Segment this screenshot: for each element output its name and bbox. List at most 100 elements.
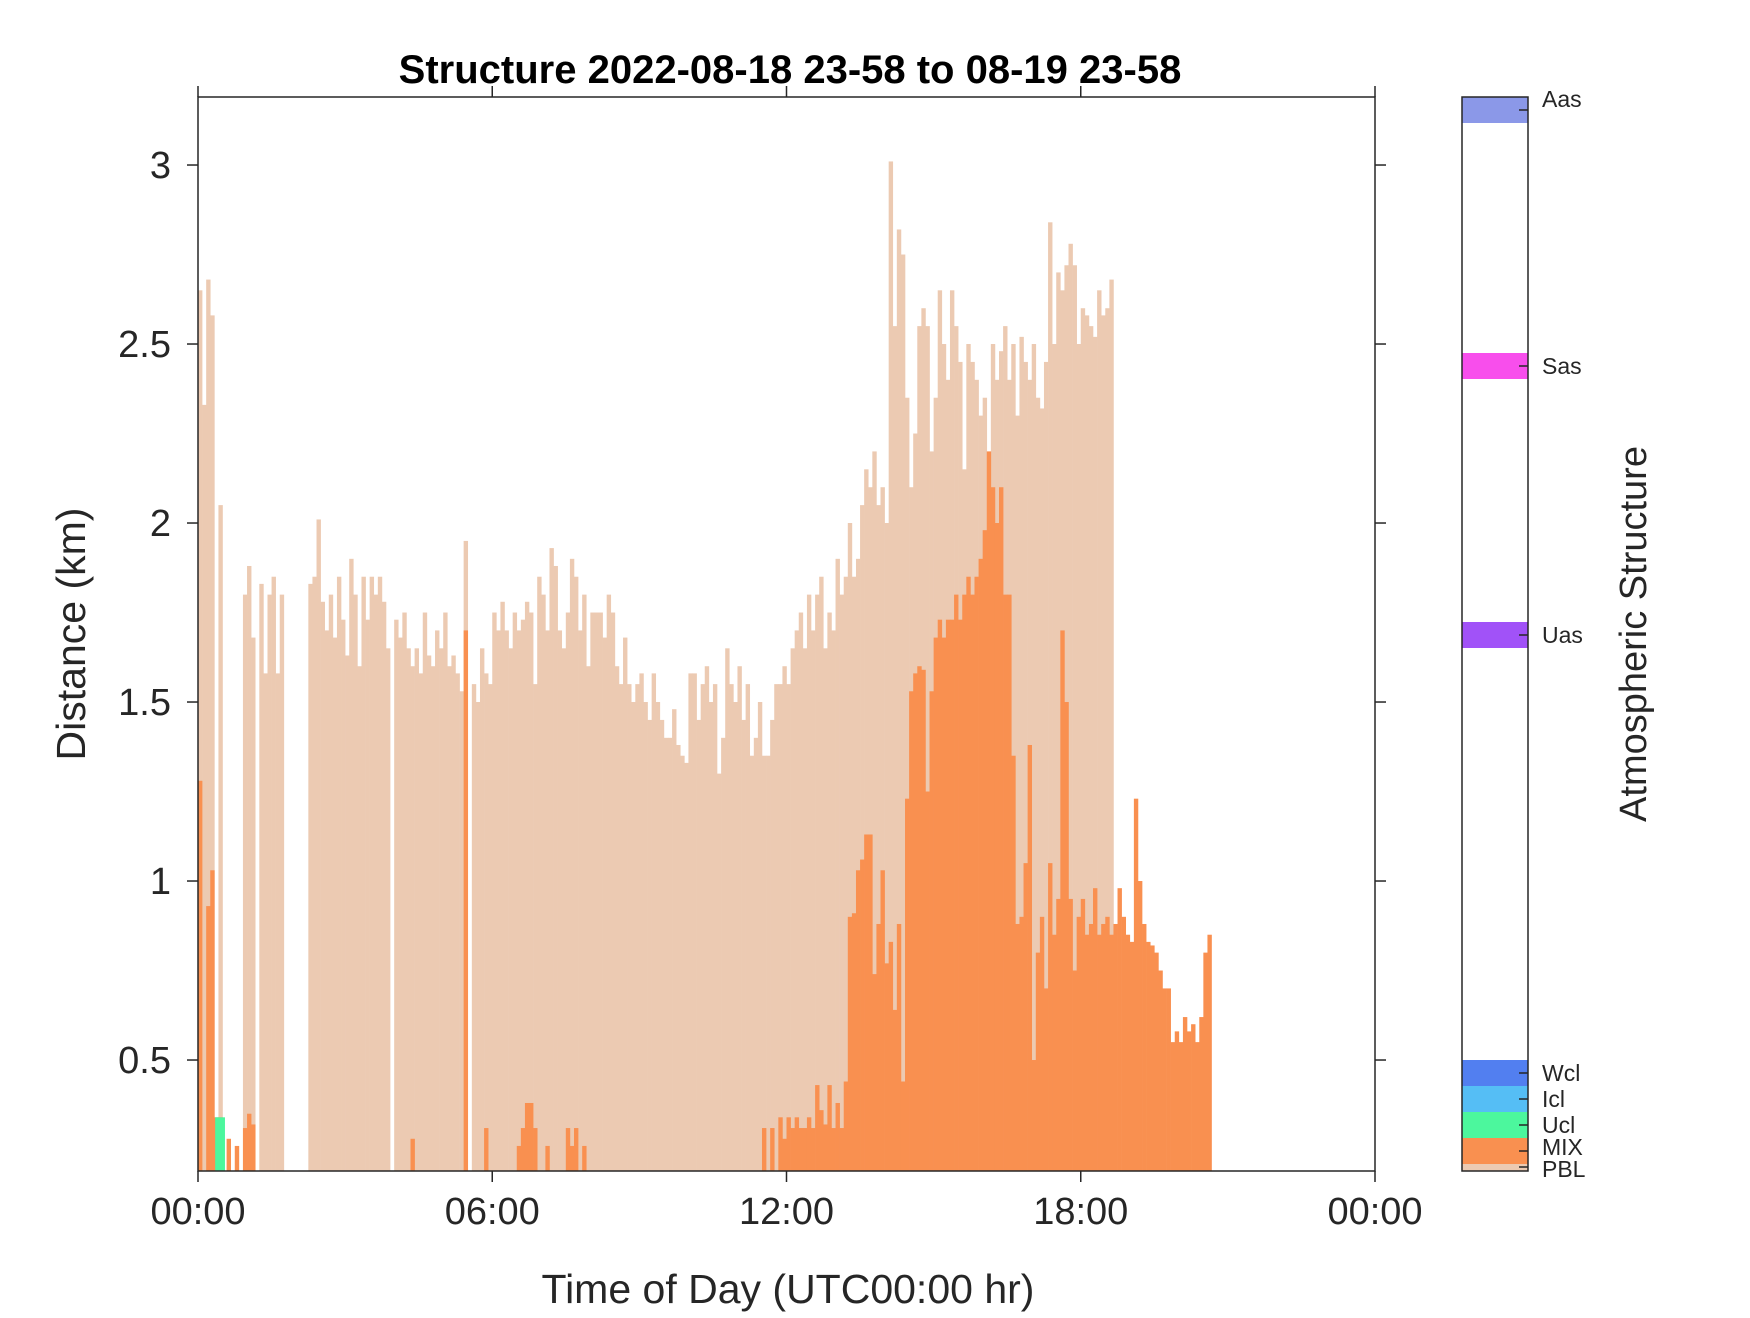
mix-bar: [1097, 934, 1102, 1171]
pbl-bar: [275, 673, 281, 1171]
pbl-bar: [247, 565, 252, 1171]
pbl-bar: [1068, 243, 1073, 1171]
pbl-bar: [492, 612, 497, 1171]
mix-bar: [247, 1113, 252, 1171]
colorbar-swatch-sas: [1462, 353, 1528, 379]
mix-bar: [917, 666, 922, 1171]
pbl-bar: [512, 612, 518, 1171]
pbl-bar: [1101, 315, 1106, 1171]
mix-bar: [1158, 970, 1163, 1171]
colorbar-label-aas: Aas: [1542, 86, 1582, 112]
pbl-bar: [831, 630, 836, 1171]
mix-bar: [986, 451, 992, 1171]
pbl-bar: [733, 702, 738, 1171]
mix-bar: [1178, 1042, 1184, 1171]
mix-bar: [1105, 916, 1110, 1171]
mix-bar: [839, 1128, 845, 1171]
pbl-bar: [749, 755, 755, 1171]
pbl-bar: [704, 666, 710, 1171]
colorbar-swatch-pbl: [1462, 1164, 1528, 1171]
x-tick-label: 00:00: [1327, 1191, 1422, 1233]
mix-bar: [974, 576, 979, 1171]
colorbar-frame: [1461, 96, 1529, 1172]
pbl-bar: [811, 630, 816, 1171]
mix-bar: [520, 1128, 526, 1171]
pbl-bar: [369, 576, 375, 1171]
mix-bar: [892, 1009, 898, 1171]
pbl-bar: [737, 666, 742, 1171]
mix-bar: [1150, 945, 1155, 1171]
mix-bar: [880, 870, 885, 1171]
pbl-bar: [900, 254, 906, 1171]
pbl-bar: [418, 673, 424, 1171]
mix-bar: [802, 1128, 808, 1171]
mix-bar: [234, 1145, 240, 1171]
mix-bar: [1187, 1031, 1192, 1171]
ucl-cloud-mark: [215, 1117, 225, 1171]
pbl-bar: [925, 326, 930, 1171]
mix-bar: [1011, 755, 1016, 1171]
mix-bar: [226, 1138, 231, 1171]
mix-bar: [966, 576, 971, 1171]
mix-bar: [242, 1128, 248, 1171]
mix-bar: [819, 1110, 824, 1171]
mix-bar: [1064, 702, 1069, 1171]
pbl-bar: [647, 719, 652, 1171]
mix-bar: [1137, 881, 1143, 1171]
pbl-bar: [655, 702, 661, 1171]
mix-bar: [484, 1128, 489, 1171]
mix-bar: [569, 1145, 575, 1171]
pbl-bar: [537, 576, 542, 1171]
pbl-bar: [529, 612, 534, 1171]
mix-bar: [251, 1124, 256, 1171]
mix-bar: [1170, 1042, 1176, 1171]
pbl-bar: [332, 637, 338, 1171]
mix-bar: [925, 791, 930, 1171]
pbl-bar: [884, 523, 889, 1171]
mix-bar: [962, 594, 967, 1171]
pbl-bar: [557, 630, 563, 1171]
mix-bar: [198, 780, 203, 1171]
mix-bar: [970, 594, 975, 1171]
pbl-bar: [696, 719, 701, 1171]
mix-bar: [1015, 923, 1020, 1171]
mix-bar: [1113, 923, 1118, 1171]
pbl-bar: [721, 737, 726, 1171]
mix-bar: [884, 963, 889, 1171]
pbl-bar: [774, 684, 779, 1171]
pbl-bar: [426, 655, 432, 1171]
pbl-bar: [312, 576, 317, 1171]
pbl-bar: [618, 684, 624, 1171]
pbl-bar: [341, 619, 346, 1171]
pbl-bar: [394, 619, 399, 1171]
pbl-bar: [545, 630, 550, 1171]
mix-bar: [1101, 923, 1106, 1171]
mix-bar: [1080, 898, 1086, 1171]
pbl-bar: [741, 719, 746, 1171]
pbl-bar: [806, 594, 812, 1171]
mix-bar: [1109, 934, 1114, 1171]
mix-bar: [1207, 934, 1212, 1171]
mix-bar: [835, 1102, 840, 1171]
x-axis-label: Time of Day (UTC00:00 hr): [542, 1266, 1035, 1312]
mix-bar: [827, 1085, 832, 1171]
mix-bar: [770, 1128, 775, 1171]
pbl-bar: [259, 583, 264, 1171]
mix-bar: [1056, 898, 1061, 1171]
mix-bar: [945, 619, 951, 1171]
mix-bar: [999, 487, 1004, 1172]
pbl-bar: [251, 637, 256, 1171]
pbl-bar: [349, 558, 354, 1171]
pbl-bar: [761, 755, 767, 1171]
pbl-bar: [639, 673, 644, 1171]
mix-bar: [831, 1128, 836, 1171]
mix-bar: [1195, 1042, 1200, 1171]
pbl-bar: [414, 648, 419, 1171]
mix-bar: [1035, 952, 1041, 1171]
mix-bar: [1199, 1017, 1204, 1171]
mix-bar: [1060, 630, 1065, 1171]
pbl-bar: [381, 601, 387, 1171]
pbl-bar: [1093, 336, 1098, 1171]
pbl-bar: [586, 666, 591, 1171]
